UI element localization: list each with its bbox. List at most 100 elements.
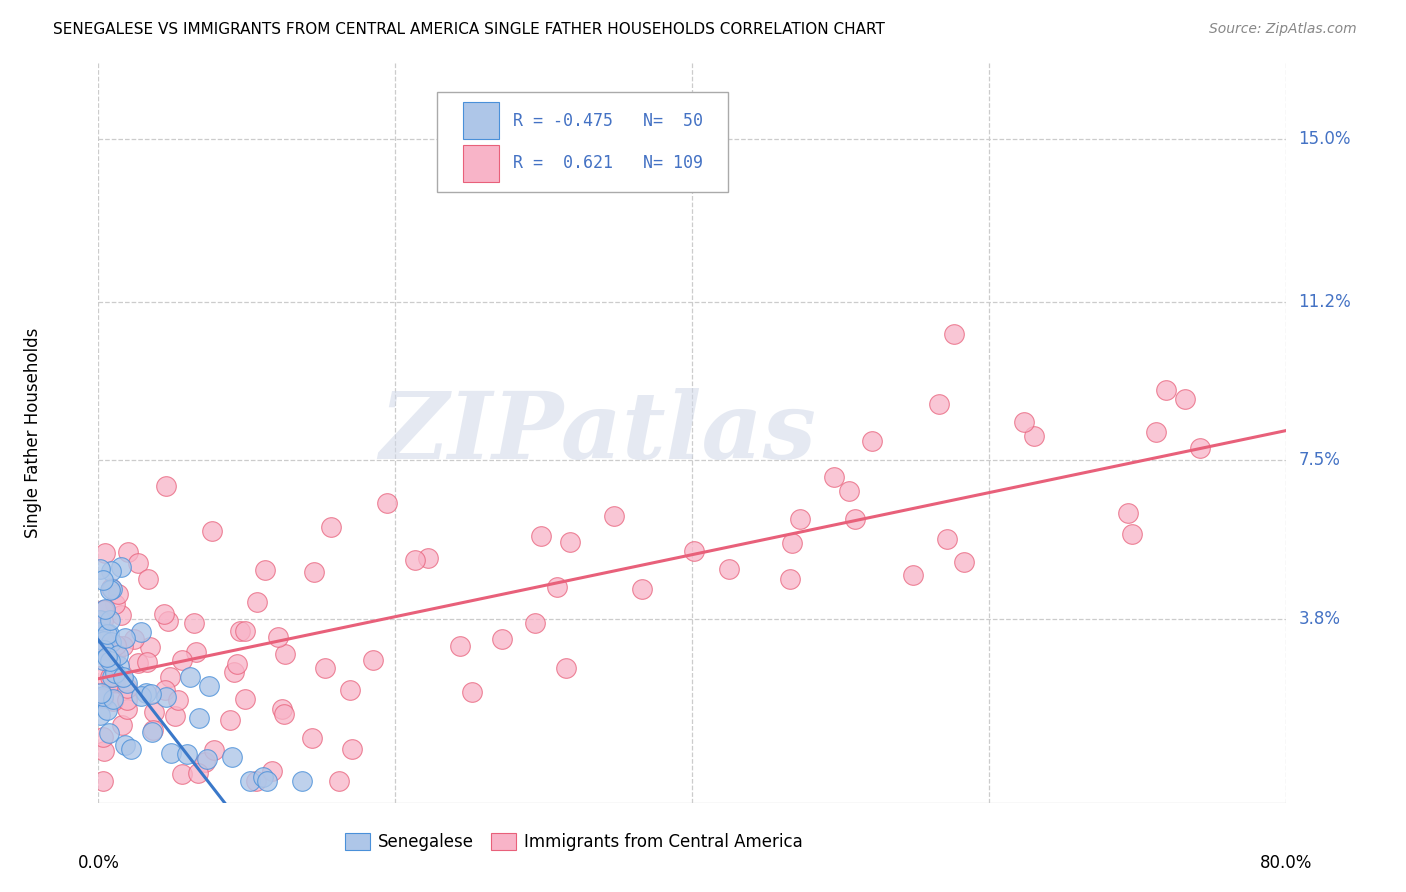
Point	[197, 751, 219, 765]
Point	[139, 686, 162, 700]
Point	[172, 653, 194, 667]
Point	[224, 665, 246, 679]
Point	[823, 469, 845, 483]
Point	[1154, 383, 1177, 397]
Point	[301, 731, 323, 746]
Text: SENEGALESE VS IMMIGRANTS FROM CENTRAL AMERICA SINGLE FATHER HOUSEHOLDS CORRELATI: SENEGALESE VS IMMIGRANTS FROM CENTRAL AM…	[53, 22, 886, 37]
Point	[201, 524, 224, 538]
Point	[93, 744, 115, 758]
Point	[235, 692, 257, 706]
Point	[142, 723, 165, 738]
Point	[104, 597, 127, 611]
Point	[838, 483, 860, 498]
Point	[155, 479, 177, 493]
Point	[159, 746, 181, 760]
Point	[100, 654, 122, 668]
Point	[100, 635, 122, 649]
Point	[107, 659, 129, 673]
Point	[202, 743, 225, 757]
Point	[98, 670, 121, 684]
Point	[89, 613, 111, 627]
Point	[91, 602, 114, 616]
Point	[91, 774, 114, 789]
Point	[321, 520, 343, 534]
Point	[115, 693, 138, 707]
Point	[100, 582, 122, 597]
Point	[555, 661, 578, 675]
Point	[124, 632, 146, 646]
Point	[1121, 527, 1143, 541]
Point	[274, 647, 297, 661]
Point	[114, 738, 136, 752]
Point	[89, 707, 111, 722]
Point	[127, 556, 149, 570]
Point	[103, 673, 125, 688]
Point	[96, 627, 118, 641]
Point	[136, 572, 159, 586]
Point	[112, 670, 135, 684]
Point	[235, 624, 257, 638]
Point	[683, 544, 706, 558]
Point	[221, 750, 243, 764]
Point	[273, 706, 295, 721]
Point	[153, 607, 176, 621]
Point	[1012, 415, 1035, 429]
Point	[156, 615, 179, 629]
Point	[110, 608, 132, 623]
Point	[112, 639, 135, 653]
Point	[127, 657, 149, 671]
Text: 3.8%: 3.8%	[1298, 610, 1340, 628]
Point	[524, 615, 547, 630]
Point	[114, 632, 136, 646]
Point	[266, 630, 288, 644]
Point	[104, 666, 127, 681]
Point	[107, 587, 129, 601]
Point	[1116, 506, 1139, 520]
Point	[252, 770, 274, 784]
Point	[546, 580, 568, 594]
Point	[115, 702, 138, 716]
Point	[129, 625, 152, 640]
Point	[96, 703, 118, 717]
Point	[361, 653, 384, 667]
Point	[90, 686, 112, 700]
Point	[225, 657, 247, 671]
Point	[779, 572, 801, 586]
Point	[104, 676, 127, 690]
Point	[339, 682, 361, 697]
Point	[449, 639, 471, 653]
Point	[1022, 429, 1045, 443]
Point	[98, 725, 121, 739]
Point	[245, 774, 267, 789]
Point	[159, 670, 181, 684]
Point	[560, 534, 582, 549]
Point	[139, 640, 162, 654]
Point	[107, 648, 129, 663]
Point	[943, 326, 966, 341]
Text: R =  0.621   N= 109: R = 0.621 N= 109	[513, 154, 703, 172]
Point	[1174, 392, 1197, 406]
Point	[928, 397, 950, 411]
Point	[603, 509, 626, 524]
Point	[98, 613, 121, 627]
Bar	[463, 103, 499, 139]
Point	[91, 730, 114, 744]
Point	[239, 774, 262, 789]
Text: 11.2%: 11.2%	[1298, 293, 1351, 311]
Point	[93, 602, 115, 616]
Point	[91, 668, 114, 682]
Point	[98, 582, 121, 597]
Point	[179, 670, 201, 684]
Point	[91, 641, 114, 656]
Point	[153, 682, 176, 697]
Point	[167, 693, 190, 707]
Point	[253, 563, 276, 577]
Point	[100, 564, 122, 578]
Point	[314, 661, 336, 675]
Point	[135, 685, 157, 699]
Point	[717, 561, 740, 575]
Point	[340, 741, 363, 756]
Point	[246, 595, 269, 609]
Point	[91, 691, 114, 706]
Point	[491, 632, 513, 646]
